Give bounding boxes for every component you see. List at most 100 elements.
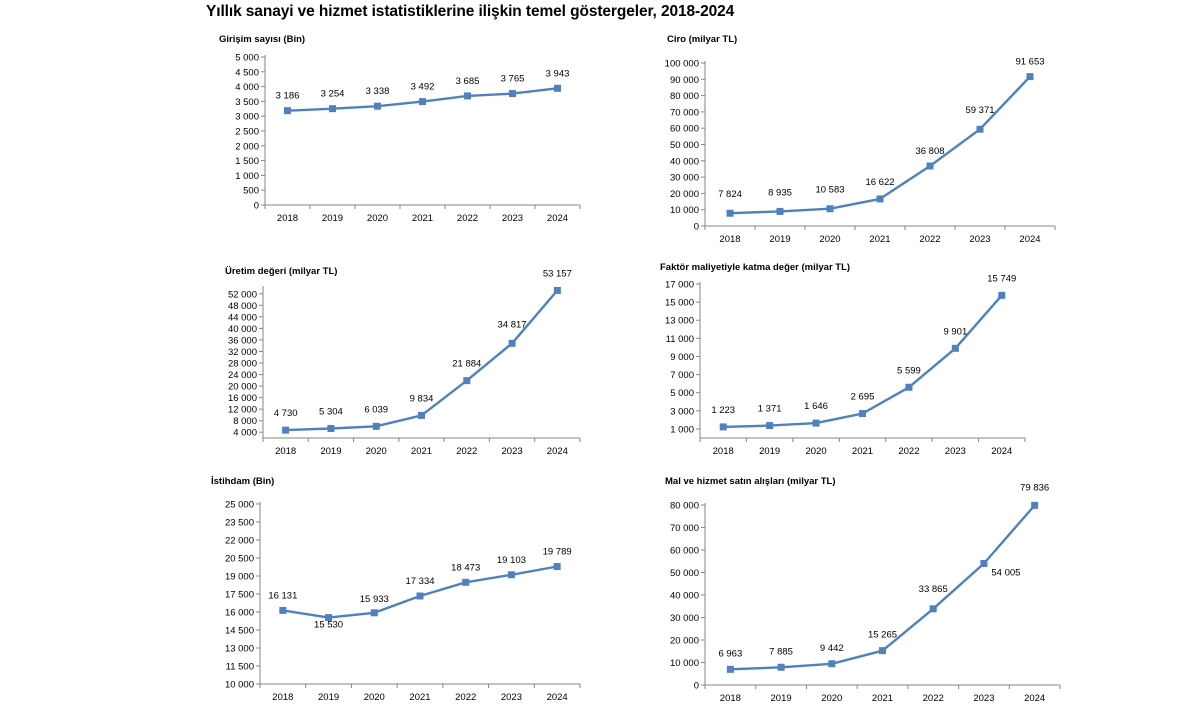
y-tick-label: 13 000 — [225, 644, 254, 655]
x-tick-label: 2018 — [277, 213, 298, 224]
data-point-marker — [905, 383, 913, 391]
data-label: 17 334 — [405, 576, 434, 587]
y-tick-label: 10 000 — [225, 680, 254, 691]
x-tick-label: 2024 — [991, 446, 1012, 457]
chart-title: Faktör maliyetiyle katma değer (milyar T… — [660, 262, 850, 273]
data-point-marker — [370, 609, 378, 617]
data-point-marker — [553, 286, 561, 294]
data-label: 8 935 — [768, 187, 792, 198]
x-tick-label: 2021 — [409, 692, 430, 703]
y-tick-label: 7 000 — [670, 370, 694, 381]
data-point-marker — [372, 422, 380, 430]
y-tick-label: 5 000 — [235, 53, 259, 64]
y-tick-label: 3 000 — [235, 112, 259, 123]
x-tick-label: 2018 — [275, 446, 296, 457]
data-point-marker — [284, 107, 291, 115]
y-tick-label: 1 000 — [670, 424, 694, 435]
y-tick-label: 11 000 — [666, 334, 694, 345]
data-point-marker — [859, 410, 866, 418]
y-tick-label: 40 000 — [670, 591, 699, 602]
y-tick-label: 30 000 — [670, 173, 699, 184]
data-point-marker — [980, 559, 988, 567]
data-label: 91 653 — [1015, 57, 1044, 68]
y-tick-label: 100 000 — [665, 59, 699, 70]
data-point-marker — [419, 98, 426, 106]
data-label: 9 901 — [943, 326, 967, 337]
x-tick-label: 2019 — [759, 446, 780, 457]
series-line — [730, 504, 1036, 671]
x-tick-label: 2019 — [322, 213, 343, 224]
data-point-marker — [776, 207, 784, 215]
data-label: 6 039 — [364, 404, 388, 415]
x-tick-label: 2019 — [771, 693, 792, 704]
x-tick-label: 2024 — [1024, 693, 1045, 704]
y-tick-label: 1 500 — [235, 156, 259, 167]
data-point-marker — [826, 205, 834, 213]
x-tick-label: 2018 — [720, 693, 741, 704]
x-tick-label: 2021 — [412, 213, 433, 224]
x-tick-label: 2020 — [819, 234, 840, 245]
y-tick-label: 19 000 — [225, 572, 254, 583]
data-point-marker — [329, 105, 336, 113]
x-tick-label: 2020 — [366, 446, 387, 457]
data-point-marker — [464, 92, 471, 100]
data-label: 19 103 — [497, 555, 526, 566]
data-point-marker — [554, 84, 561, 92]
x-tick-label: 2022 — [455, 692, 476, 703]
data-label: 16 131 — [268, 590, 297, 601]
y-tick-label: 70 000 — [670, 523, 699, 534]
data-label: 7 885 — [769, 646, 793, 657]
data-point-marker — [509, 90, 516, 98]
data-point-marker — [951, 344, 959, 352]
y-tick-label: 1 000 — [235, 171, 259, 182]
y-tick-label: 12 000 — [228, 405, 257, 416]
y-tick-label: 3 500 — [235, 97, 259, 108]
y-tick-label: 10 000 — [670, 658, 699, 669]
data-label: 3 186 — [276, 91, 300, 102]
data-point-marker — [876, 195, 884, 203]
y-tick-label: 22 000 — [225, 536, 254, 547]
x-tick-label: 2020 — [821, 693, 842, 704]
data-point-marker — [998, 291, 1006, 299]
data-label: 9 442 — [820, 643, 844, 654]
data-label: 1 646 — [804, 401, 828, 412]
chart-mal: Mal ve hizmet satın alışları (milyar TL)… — [665, 476, 1061, 704]
y-tick-label: 500 — [243, 186, 259, 197]
data-label: 18 473 — [451, 562, 480, 573]
data-point-marker — [416, 592, 424, 600]
y-tick-label: 13 000 — [665, 316, 694, 327]
x-tick-label: 2022 — [898, 446, 919, 457]
x-tick-label: 2021 — [869, 234, 890, 245]
x-tick-label: 2018 — [713, 446, 734, 457]
data-point-marker — [327, 424, 335, 432]
data-label: 21 884 — [452, 359, 481, 370]
y-tick-label: 23 500 — [225, 518, 254, 529]
y-tick-label: 60 000 — [670, 124, 699, 135]
data-label: 19 789 — [543, 547, 572, 558]
data-point-marker — [777, 663, 785, 671]
data-point-marker — [282, 426, 290, 434]
x-tick-label: 2022 — [457, 213, 478, 224]
data-label: 5 599 — [897, 365, 921, 376]
data-point-marker — [418, 411, 425, 419]
data-point-marker — [929, 605, 937, 613]
x-tick-label: 2018 — [719, 234, 740, 245]
data-label: 3 943 — [546, 68, 570, 79]
y-tick-label: 60 000 — [670, 546, 699, 557]
page-title: Yıllık sanayi ve hizmet istatistiklerine… — [206, 3, 735, 20]
y-tick-label: 40 000 — [670, 156, 699, 167]
data-point-marker — [926, 162, 934, 170]
y-tick-label: 15 000 — [665, 298, 694, 309]
data-label: 10 583 — [815, 185, 844, 196]
chart-title: İstihdam (Bin) — [211, 476, 274, 487]
data-point-marker — [1031, 501, 1039, 509]
data-point-marker — [508, 339, 516, 347]
data-point-marker — [726, 209, 734, 217]
y-tick-label: 16 000 — [225, 608, 254, 619]
data-label: 1 223 — [711, 405, 735, 416]
y-tick-label: 24 000 — [228, 370, 257, 381]
x-tick-label: 2022 — [456, 446, 477, 457]
data-label: 34 817 — [498, 319, 527, 330]
y-tick-label: 28 000 — [228, 359, 257, 370]
